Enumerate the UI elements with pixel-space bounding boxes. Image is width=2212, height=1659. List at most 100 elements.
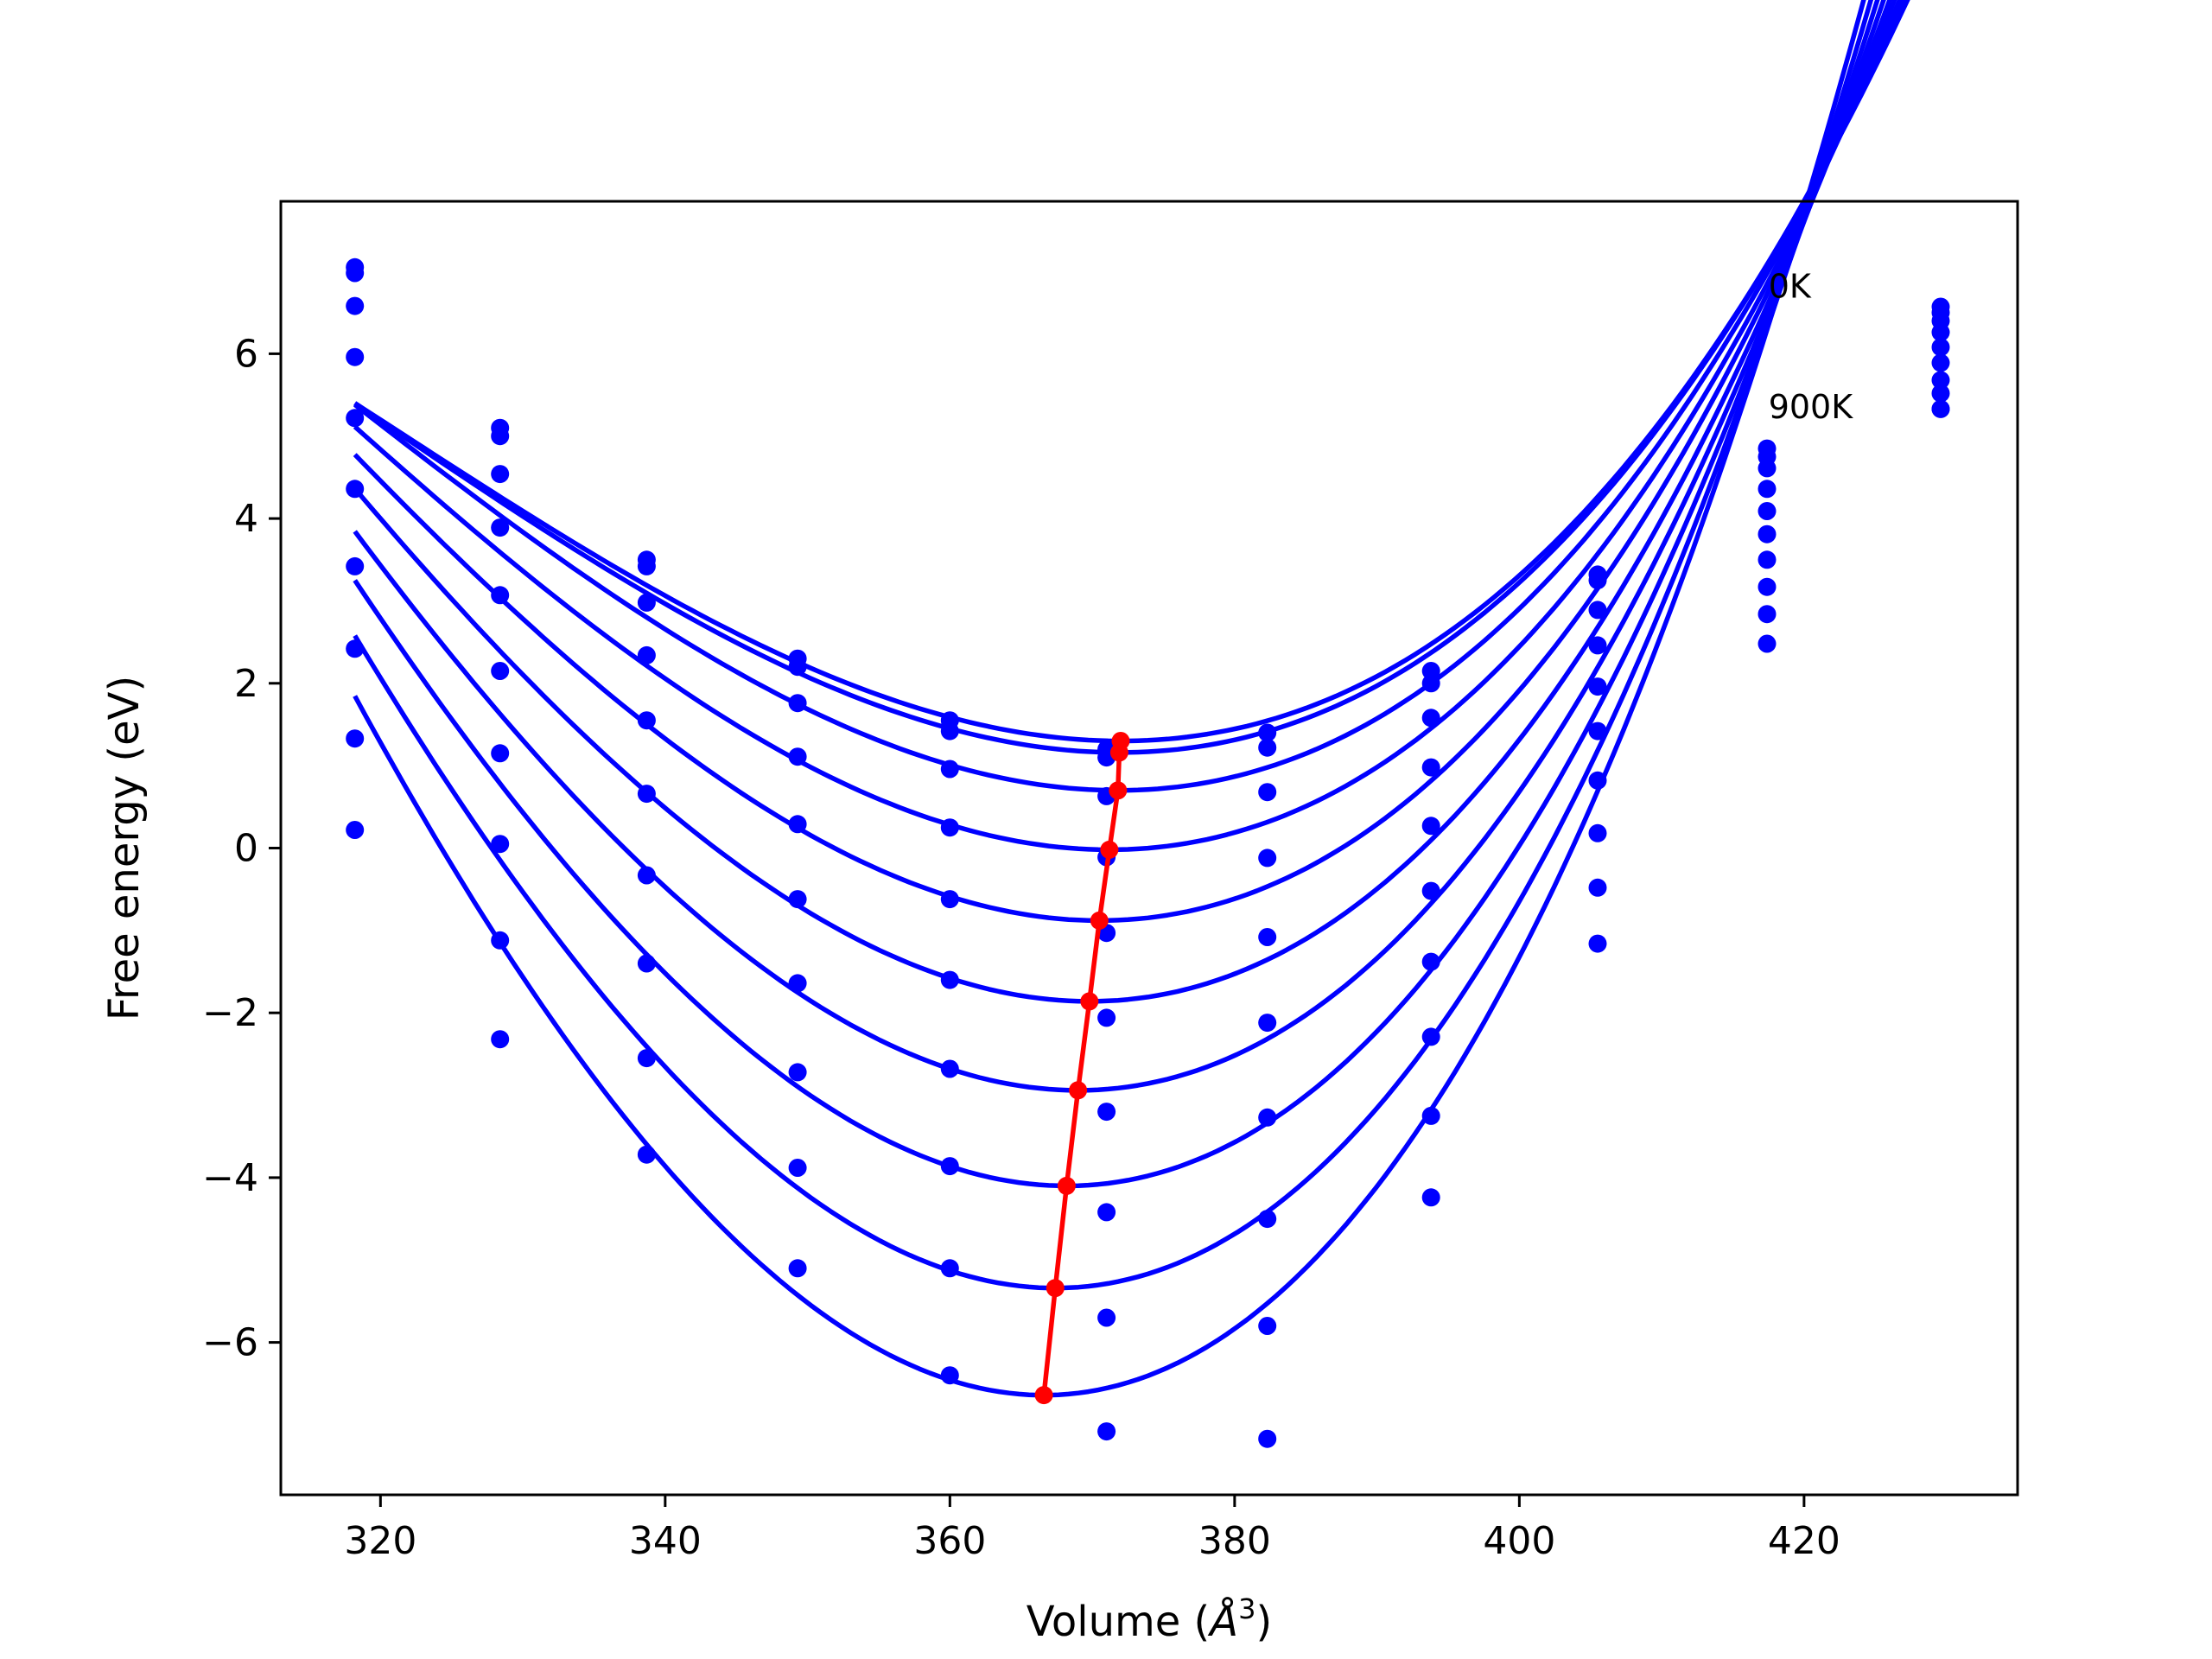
data-point-700K bbox=[940, 1157, 959, 1176]
data-point-400K bbox=[1588, 677, 1607, 696]
data-point-800K bbox=[637, 1049, 656, 1068]
plot-area bbox=[346, 0, 1950, 1448]
data-point-900K bbox=[1258, 1429, 1277, 1448]
data-point-400K bbox=[788, 815, 807, 834]
data-point-600K bbox=[1758, 550, 1777, 569]
x-axis-label-exponent: 3 bbox=[1238, 1592, 1255, 1625]
data-point-800K bbox=[1097, 1308, 1116, 1327]
data-point-300K bbox=[637, 645, 656, 664]
data-point-900K bbox=[346, 821, 365, 839]
y-tick-label: 2 bbox=[234, 662, 258, 706]
data-point-100K bbox=[940, 721, 959, 741]
data-point-500K bbox=[940, 970, 959, 989]
data-point-100K bbox=[637, 556, 656, 575]
data-point-600K bbox=[1097, 1103, 1116, 1122]
minimum-point bbox=[1046, 1279, 1065, 1298]
data-point-300K bbox=[788, 747, 807, 766]
data-point-0K bbox=[1258, 723, 1277, 742]
data-point-900K bbox=[788, 1259, 807, 1278]
data-point-800K bbox=[1758, 605, 1777, 624]
data-point-200K bbox=[637, 593, 656, 612]
data-point-100K bbox=[1421, 674, 1440, 693]
y-axis-label: Free energy (eV) bbox=[100, 676, 149, 1020]
data-point-300K bbox=[1258, 849, 1277, 868]
axis-ticks: 320 340 360 380 400 420 −6 −4 −2 0 2 4 6 bbox=[202, 332, 1840, 1563]
x-tick-label: 360 bbox=[913, 1519, 986, 1563]
data-point-800K bbox=[1588, 878, 1607, 897]
data-point-700K bbox=[788, 1063, 807, 1082]
data-point-900K bbox=[637, 1145, 656, 1164]
data-point-600K bbox=[1588, 771, 1607, 790]
minimum-point bbox=[1057, 1176, 1076, 1195]
data-point-300K bbox=[1588, 636, 1607, 655]
fit-curve-900K bbox=[353, 0, 1866, 1398]
data-point-300K bbox=[940, 818, 959, 837]
data-point-700K bbox=[1588, 823, 1607, 842]
data-point-600K bbox=[940, 1059, 959, 1078]
data-point-900K bbox=[1588, 934, 1607, 953]
data-point-200K bbox=[491, 465, 510, 484]
data-point-800K bbox=[1421, 1106, 1440, 1125]
data-point-100K bbox=[1588, 571, 1607, 590]
data-point-100K bbox=[788, 658, 807, 677]
data-point-200K bbox=[346, 296, 365, 315]
fit-curve-800K bbox=[353, 0, 1874, 1291]
data-point-700K bbox=[1421, 1027, 1440, 1046]
data-point-300K bbox=[1758, 480, 1777, 499]
data-point-700K bbox=[491, 835, 510, 854]
data-point-200K bbox=[1258, 783, 1277, 802]
data-point-500K bbox=[788, 890, 807, 909]
data-point-600K bbox=[346, 556, 365, 575]
data-point-500K bbox=[1258, 1014, 1277, 1033]
data-point-800K bbox=[491, 931, 510, 950]
data-point-500K bbox=[491, 662, 510, 680]
data-point-900K bbox=[1931, 399, 1950, 418]
minimum-point bbox=[1090, 911, 1109, 930]
data-point-400K bbox=[940, 890, 959, 909]
minimum-point bbox=[1069, 1081, 1088, 1100]
data-point-600K bbox=[788, 974, 807, 993]
data-point-400K bbox=[1421, 817, 1440, 836]
data-point-600K bbox=[1258, 1108, 1277, 1127]
data-point-700K bbox=[1097, 1203, 1116, 1222]
x-tick-label: 380 bbox=[1198, 1519, 1271, 1563]
data-point-200K bbox=[1588, 601, 1607, 620]
data-point-800K bbox=[940, 1259, 959, 1278]
data-point-200K bbox=[788, 694, 807, 713]
annotations: 0K 900K bbox=[1769, 268, 1854, 426]
fit-curve-600K bbox=[353, 0, 1886, 1093]
data-point-800K bbox=[346, 729, 365, 748]
x-axis-label: Volume (Å3) bbox=[1027, 1592, 1272, 1646]
data-point-400K bbox=[637, 711, 656, 730]
data-point-900K bbox=[491, 1030, 510, 1049]
data-point-400K bbox=[346, 409, 365, 428]
fit-curve-500K bbox=[353, 0, 1892, 1004]
y-tick-label: 4 bbox=[234, 497, 258, 541]
data-point-900K bbox=[940, 1366, 959, 1385]
data-point-900K bbox=[1097, 1422, 1116, 1441]
data-point-700K bbox=[346, 639, 365, 658]
minimum-point bbox=[1109, 743, 1128, 762]
minimum-line bbox=[1041, 741, 1123, 1395]
fit-curve-200K bbox=[353, 0, 1906, 793]
fit-curve-400K bbox=[353, 0, 1897, 924]
fit-curve-300K bbox=[353, 0, 1903, 853]
y-tick-label: 6 bbox=[234, 332, 258, 376]
data-point-600K bbox=[1931, 371, 1950, 390]
y-tick-label: −4 bbox=[202, 1156, 258, 1200]
data-point-800K bbox=[1258, 1317, 1277, 1335]
data-point-600K bbox=[1421, 952, 1440, 971]
data-point-100K bbox=[346, 264, 365, 283]
data-point-600K bbox=[637, 866, 656, 885]
data-point-200K bbox=[940, 760, 959, 779]
data-point-300K bbox=[1421, 758, 1440, 777]
data-point-100K bbox=[1258, 738, 1277, 757]
data-point-300K bbox=[491, 518, 510, 537]
data-point-900K bbox=[1758, 634, 1777, 653]
data-point-700K bbox=[1258, 1210, 1277, 1229]
data-point-400K bbox=[491, 586, 510, 605]
minimum-point bbox=[1100, 840, 1119, 859]
x-axis-label-unit: Å bbox=[1207, 1597, 1238, 1646]
